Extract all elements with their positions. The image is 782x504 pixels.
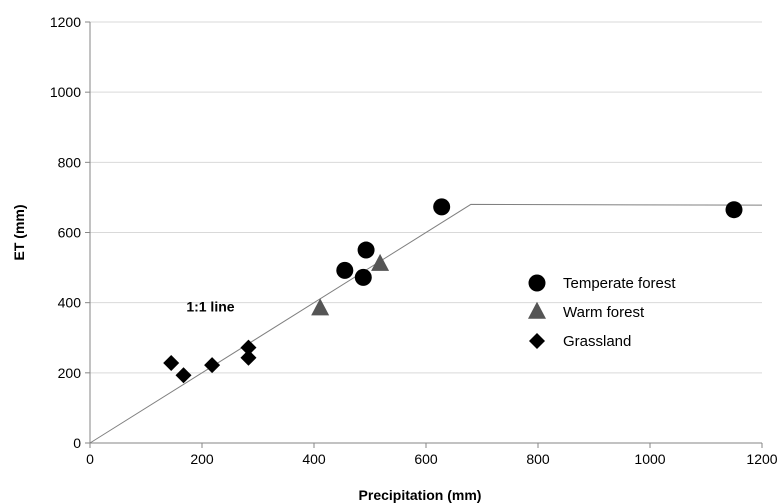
y-tick-label-400: 400: [58, 295, 82, 311]
y-tick-label-600: 600: [58, 225, 82, 241]
x-tick-label-200: 200: [190, 451, 214, 467]
x-tick-label-0: 0: [86, 451, 94, 467]
x-tick-label-400: 400: [302, 451, 326, 467]
legend-marker-grassland: [529, 333, 545, 349]
legend: Temperate forest Warm forest Grassland: [528, 274, 676, 350]
temperate-forest-point-1: [354, 268, 372, 286]
temperate-forest-point-2: [357, 241, 375, 259]
temperate-forest-point-3: [433, 198, 451, 216]
legend-label-temperate-forest: Temperate forest: [563, 275, 676, 292]
x-tick-label-1200: 1200: [746, 451, 777, 467]
axes: [85, 21, 763, 448]
legend-marker-warm-forest: [528, 301, 546, 319]
grassland-point-0: [163, 355, 180, 372]
y-tick-label-800: 800: [58, 154, 82, 170]
x-tick-label-800: 800: [526, 451, 550, 467]
legend-label-warm-forest: Warm forest: [563, 304, 645, 321]
y-tick-label-200: 200: [58, 365, 82, 381]
grassland-point-3: [240, 339, 257, 356]
reference-line: [89, 203, 763, 444]
grassland-point-2: [204, 357, 221, 374]
legend-label-grassland: Grassland: [563, 333, 631, 350]
legend-marker-temperate-forest: [528, 274, 546, 292]
x-axis-title: Precipitation (mm): [359, 487, 482, 503]
warm-forest-point-1: [371, 253, 390, 271]
y-tick-label-1000: 1000: [50, 84, 81, 100]
reference-line-group: [89, 203, 763, 444]
tick-labels: 0 200 400 600 800 1000 1200 0 200 400 600 800 1000 12…: [50, 14, 778, 467]
grassland-point-1: [175, 367, 192, 384]
grassland-point-4: [240, 349, 257, 366]
data-points: [163, 198, 743, 384]
temperate-forest-point-4: [725, 201, 743, 219]
temperate-forest-point-0: [336, 261, 354, 279]
warm-forest-point-0: [311, 298, 330, 316]
y-tick-label-0: 0: [73, 435, 81, 451]
annotation-1-1-line: 1:1 line: [186, 298, 234, 314]
x-tick-label-1000: 1000: [634, 451, 665, 467]
x-tick-label-600: 600: [414, 451, 438, 467]
y-axis-title: ET (mm): [11, 205, 27, 261]
y-tick-label-1200: 1200: [50, 14, 81, 30]
gridlines: [90, 21, 762, 374]
